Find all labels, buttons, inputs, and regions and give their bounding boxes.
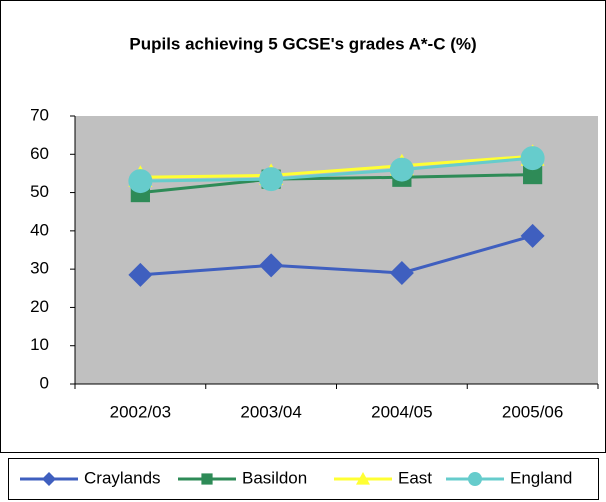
marker: [523, 164, 543, 185]
y-tick-label: 70: [30, 105, 49, 124]
legend-label: England: [510, 468, 572, 487]
marker: [259, 167, 284, 192]
legend-label: Basildon: [242, 468, 307, 487]
marker: [259, 253, 284, 278]
legend-marker: [356, 472, 370, 485]
y-tick-label: 20: [30, 297, 49, 316]
legend-marker: [468, 472, 482, 486]
marker: [128, 262, 153, 287]
series-line: [140, 156, 533, 183]
marker: [520, 146, 545, 171]
y-tick-label: 10: [30, 335, 49, 354]
x-tick-label: 2004/05: [371, 402, 432, 421]
y-tick-label: 30: [30, 259, 49, 278]
y-tick-label: 60: [30, 144, 49, 163]
series-line: [140, 154, 533, 179]
x-tick-label: 2005/06: [502, 402, 563, 421]
series-line: [140, 173, 533, 195]
marker: [520, 223, 545, 248]
marker: [128, 169, 153, 194]
marker: [389, 260, 414, 285]
y-tick-label: 40: [30, 220, 49, 239]
marker: [389, 157, 414, 182]
chart-title: Pupils achieving 5 GCSE's grades A*-C (%…: [129, 34, 476, 53]
legend-marker: [201, 473, 213, 485]
legend-label: Craylands: [84, 468, 161, 487]
y-tick-label: 50: [30, 182, 49, 201]
legend-marker: [42, 472, 56, 486]
x-tick-label: 2002/03: [110, 402, 171, 421]
legend-label: East: [398, 468, 432, 487]
x-tick-label: 2003/04: [240, 402, 301, 421]
y-tick-label: 0: [40, 373, 49, 392]
series-line: [140, 234, 534, 277]
